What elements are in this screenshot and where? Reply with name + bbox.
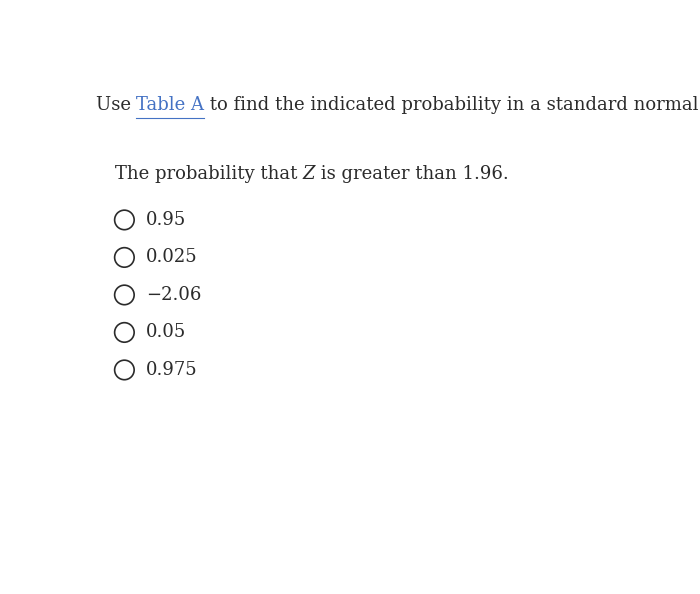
Text: Use: Use bbox=[96, 96, 136, 115]
Text: to find the indicated probability in a standard normal distribution.: to find the indicated probability in a s… bbox=[204, 96, 700, 115]
Text: Z: Z bbox=[302, 165, 315, 183]
Text: 0.025: 0.025 bbox=[146, 248, 197, 267]
Text: −2.06: −2.06 bbox=[146, 286, 202, 304]
Ellipse shape bbox=[115, 210, 134, 230]
Text: Table A: Table A bbox=[136, 96, 204, 115]
Ellipse shape bbox=[115, 360, 134, 380]
Text: 0.05: 0.05 bbox=[146, 324, 186, 342]
Text: 0.975: 0.975 bbox=[146, 361, 197, 379]
Text: is greater than 1.96.: is greater than 1.96. bbox=[315, 165, 509, 183]
Text: The probability that: The probability that bbox=[115, 165, 302, 183]
Ellipse shape bbox=[115, 285, 134, 305]
Ellipse shape bbox=[115, 248, 134, 267]
Text: 0.95: 0.95 bbox=[146, 211, 186, 229]
Ellipse shape bbox=[115, 323, 134, 342]
